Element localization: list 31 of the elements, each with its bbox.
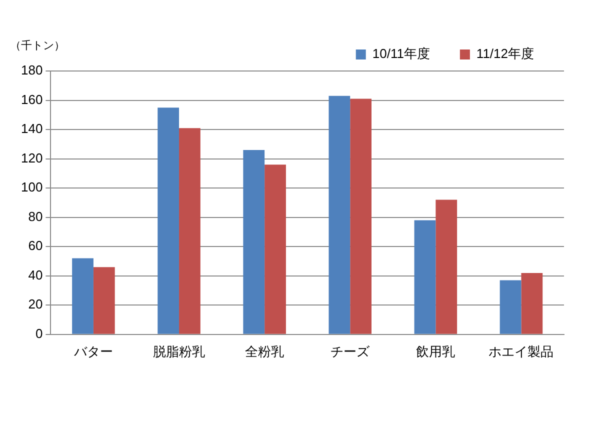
bar xyxy=(521,272,543,334)
y-tick-label: 20 xyxy=(28,296,43,312)
bar xyxy=(72,258,94,334)
x-tick-label: 脱脂粉乳 xyxy=(153,344,206,359)
bar xyxy=(243,150,265,334)
x-tick-label: ホエイ製品 xyxy=(488,344,554,359)
x-tick-label: 全粉乳 xyxy=(245,344,284,359)
y-axis-title: （千トン） xyxy=(10,39,65,52)
bar xyxy=(436,200,458,334)
y-tick-label: 160 xyxy=(20,92,43,107)
y-tick-label: 40 xyxy=(28,267,43,282)
bar xyxy=(93,267,115,334)
x-tick-label: チーズ xyxy=(330,344,371,359)
bar xyxy=(414,220,436,334)
bar xyxy=(158,108,180,334)
legend-label: 11/12年度 xyxy=(476,46,534,62)
y-tick-label: 80 xyxy=(28,208,43,224)
bar xyxy=(350,98,372,334)
x-tick-label: バター xyxy=(72,344,113,359)
bar xyxy=(179,128,200,334)
x-tick-label: 飲用乳 xyxy=(416,344,456,359)
bar xyxy=(264,164,286,334)
y-tick-label: 0 xyxy=(35,326,43,341)
y-tick-label: 140 xyxy=(20,121,43,136)
bar xyxy=(328,96,350,334)
y-tick-label: 180 xyxy=(20,62,43,78)
bar xyxy=(500,280,522,334)
legend-label: 10/11年度 xyxy=(372,46,430,62)
y-tick-label: 60 xyxy=(28,238,43,254)
y-tick-label: 100 xyxy=(20,180,43,195)
y-tick-label: 120 xyxy=(20,150,43,166)
